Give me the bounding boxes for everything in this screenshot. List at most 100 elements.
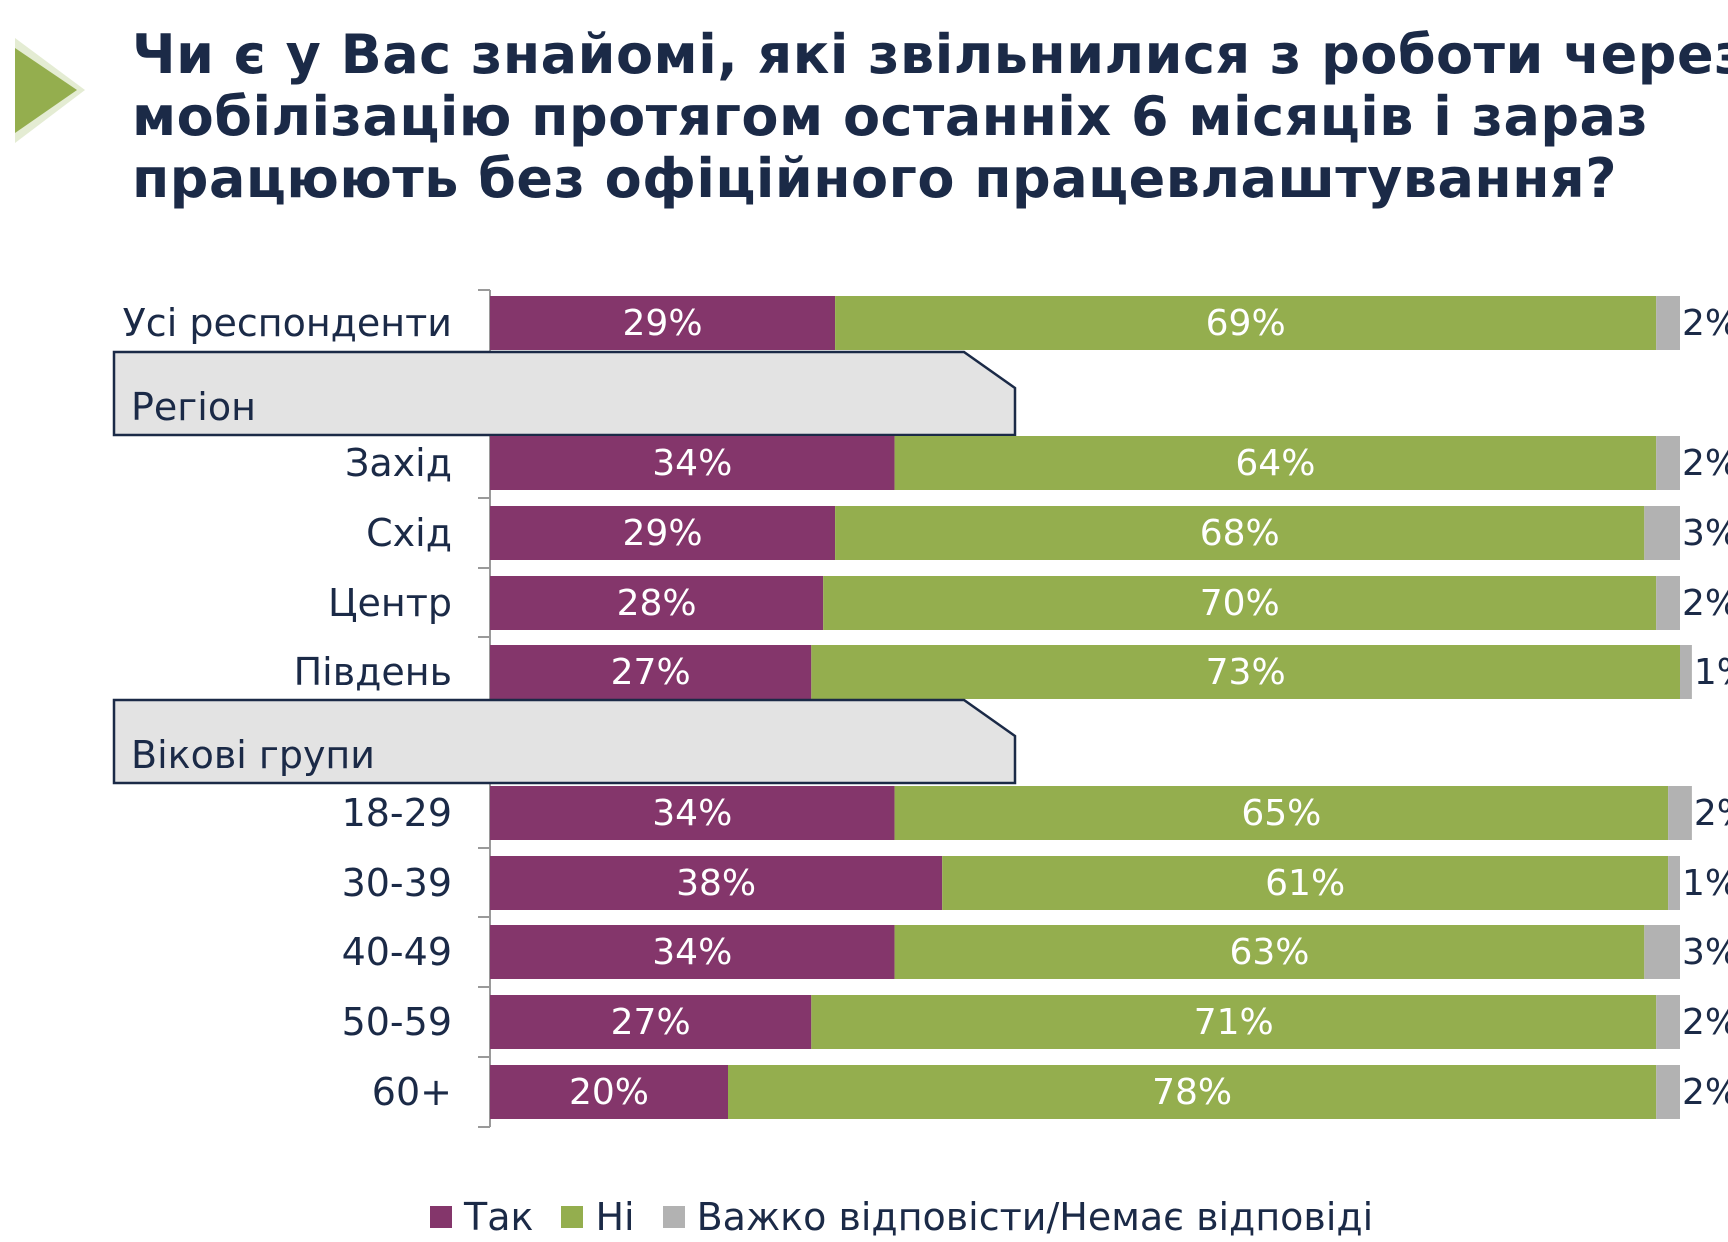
- data-label-yes: 28%: [617, 583, 697, 624]
- data-label-yes: 38%: [676, 863, 756, 904]
- page-title: Чи є у Вас знайомі, які звільнилися з ро…: [132, 23, 1728, 210]
- bar-segment-dk: [1656, 436, 1680, 490]
- bar-segment-yes: [490, 576, 824, 630]
- bar-segment-dk: [1656, 296, 1680, 350]
- bar-segment-no: [728, 1065, 1657, 1119]
- data-label-yes: 29%: [623, 513, 703, 554]
- group-header-box: [112, 350, 1017, 437]
- title-line: Чи є у Вас знайомі, які звільнилися з ро…: [132, 23, 1728, 86]
- legend-label-dk: Важко відповісти/Немає відповіді: [696, 1195, 1374, 1239]
- legend-label-yes: Так: [464, 1195, 534, 1239]
- data-label-yes: 29%: [623, 303, 703, 344]
- data-label-dk: 2%: [1682, 303, 1728, 344]
- group-header-box: [112, 698, 1017, 785]
- bar-segment-yes: [490, 856, 943, 910]
- bar-segment-dk: [1668, 786, 1692, 840]
- data-label-no: 68%: [1200, 513, 1280, 554]
- bar-segment-no: [894, 925, 1645, 979]
- data-label-dk: 3%: [1682, 513, 1728, 554]
- data-label-yes: 34%: [652, 443, 732, 484]
- data-label-no: 65%: [1241, 793, 1321, 834]
- bar-row: Захід 34% 64% 2%: [345, 436, 1728, 490]
- bar-segment-dk: [1644, 925, 1680, 979]
- data-label-yes: 34%: [652, 793, 732, 834]
- data-label-dk: 2%: [1682, 583, 1728, 624]
- bar-segment-no: [894, 786, 1669, 840]
- bar-row: Усі респонденти 29% 69% 2%: [123, 296, 1728, 350]
- bar-segment-dk: [1644, 506, 1680, 560]
- category-label: 30-39: [342, 861, 452, 905]
- bar-segment-yes: [490, 786, 895, 840]
- bar-row: 40-49 34% 63% 3%: [342, 925, 1728, 979]
- data-label-no: 71%: [1194, 1002, 1274, 1043]
- category-label: Усі респонденти: [123, 301, 452, 345]
- bar-row: Центр 28% 70% 2%: [328, 576, 1728, 630]
- data-label-yes: 27%: [611, 1002, 691, 1043]
- data-label-no: 70%: [1200, 583, 1280, 624]
- bar-segment-no: [823, 576, 1657, 630]
- stacked-bar-chart: Усі респонденти 29% 69% 2% Регіон Захід 34% 64%…: [112, 289, 1728, 1128]
- bar-row: 18-29 34% 65% 2%: [342, 786, 1728, 840]
- bar-segment-dk: [1656, 576, 1680, 630]
- bar-segment-dk: [1656, 1065, 1680, 1119]
- chart-legend: Так Ні Важко відповісти/Немає відповіді: [430, 1192, 1373, 1242]
- data-label-no: 73%: [1206, 652, 1286, 693]
- bar-segment-dk: [1656, 995, 1680, 1049]
- data-label-no: 63%: [1229, 932, 1309, 973]
- category-label: Схід: [366, 511, 452, 555]
- category-label: Південь: [294, 650, 452, 694]
- bar-row: 50-59 27% 71% 2%: [342, 995, 1728, 1049]
- category-label: 18-29: [342, 791, 452, 835]
- bar-segment-yes: [490, 506, 836, 560]
- category-label: Захід: [345, 441, 452, 485]
- data-label-no: 69%: [1206, 303, 1286, 344]
- bar-row: Південь 27% 73% 1%: [294, 645, 1728, 699]
- legend-label-no: Ні: [595, 1195, 635, 1239]
- data-label-no: 78%: [1152, 1072, 1232, 1113]
- category-label: 40-49: [342, 930, 452, 974]
- bar-row: 60+ 20% 78% 2%: [372, 1065, 1728, 1119]
- data-label-no: 61%: [1265, 863, 1345, 904]
- bar-segment-yes: [490, 995, 812, 1049]
- bar-segment-no: [835, 296, 1657, 350]
- data-label-dk: 3%: [1682, 932, 1728, 973]
- title-line: мобілізацію протягом останніх 6 місяців …: [132, 85, 1649, 148]
- bar-segment-no: [811, 645, 1680, 699]
- bar-row: Схід 29% 68% 3%: [366, 506, 1728, 560]
- legend-swatch-no: [561, 1206, 584, 1228]
- data-label-yes: 20%: [569, 1072, 649, 1113]
- category-label: 50-59: [342, 1000, 452, 1044]
- bar-segment-no: [811, 995, 1657, 1049]
- group-header-label: Вікові групи: [131, 733, 375, 777]
- category-label: Центр: [328, 581, 452, 625]
- data-label-no: 64%: [1235, 443, 1315, 484]
- bar-segment-yes: [490, 296, 836, 350]
- bar-segment-no: [894, 436, 1657, 490]
- data-label-dk: 1%: [1682, 863, 1728, 904]
- group-header: Регіон: [112, 350, 1017, 437]
- data-label-dk: 1%: [1694, 652, 1728, 693]
- legend-item-dk: Важко відповісти/Немає відповіді: [662, 1195, 1374, 1239]
- bar-segment-dk: [1680, 645, 1692, 699]
- legend-swatch-yes: [430, 1206, 452, 1228]
- data-label-yes: 34%: [652, 932, 732, 973]
- data-label-dk: 2%: [1682, 1002, 1728, 1043]
- bar-segment-no: [942, 856, 1669, 910]
- bar-segment-dk: [1668, 856, 1680, 910]
- group-header: Вікові групи: [112, 698, 1017, 785]
- bar-segment-yes: [490, 1065, 728, 1119]
- bar-row: 30-39 38% 61% 1%: [342, 856, 1728, 910]
- bar-segment-yes: [490, 645, 812, 699]
- data-label-dk: 2%: [1682, 443, 1728, 484]
- data-label-yes: 27%: [611, 652, 691, 693]
- legend-item-no: Ні: [561, 1195, 635, 1239]
- data-label-dk: 2%: [1694, 793, 1728, 834]
- title-line: працюють без офіційного працевлаштування…: [132, 147, 1618, 210]
- legend-item-yes: Так: [430, 1195, 533, 1239]
- bar-segment-yes: [490, 925, 895, 979]
- legend-swatch-dk: [662, 1206, 685, 1228]
- data-label-dk: 2%: [1682, 1072, 1728, 1113]
- group-header-label: Регіон: [131, 385, 256, 429]
- play-arrow-icon: [15, 38, 85, 143]
- bar-segment-yes: [490, 436, 895, 490]
